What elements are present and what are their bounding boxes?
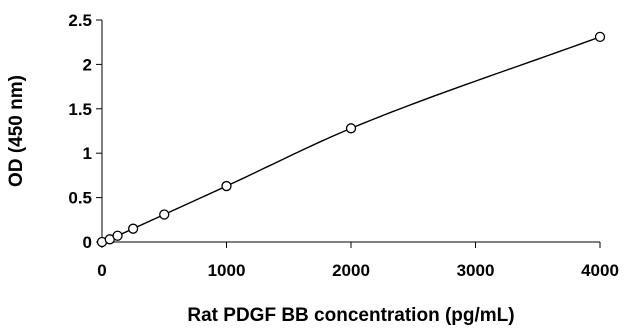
x-ticks: 0 1000 2000 3000 4000 <box>97 242 619 280</box>
x-tick-label: 2000 <box>332 261 370 280</box>
x-axis-title: Rat PDGF BB concentration (pg/mL) <box>187 305 514 326</box>
x-tick-label: 0 <box>97 261 106 280</box>
data-points <box>96 31 606 248</box>
y-tick-label: 1.5 <box>68 100 92 119</box>
data-point <box>127 223 139 234</box>
data-point <box>594 31 606 43</box>
data-point <box>159 209 170 220</box>
data-point <box>345 123 357 134</box>
y-axis-title: OD (450 nm) <box>6 75 27 187</box>
x-tick-label: 1000 <box>208 261 246 280</box>
fit-curve <box>101 36 601 243</box>
y-tick-label: 1 <box>83 144 92 163</box>
y-tick-label: 0.5 <box>68 189 92 208</box>
y-tick-label: 0 <box>83 233 92 252</box>
data-point <box>221 180 232 192</box>
x-tick-label: 4000 <box>581 261 619 280</box>
data-point <box>112 230 123 241</box>
y-tick-label: 2 <box>83 55 92 74</box>
y-tick-label: 2.5 <box>68 11 92 30</box>
x-tick-label: 3000 <box>457 261 495 280</box>
y-ticks: 0 0.5 1 1.5 2 2.5 <box>68 11 102 252</box>
